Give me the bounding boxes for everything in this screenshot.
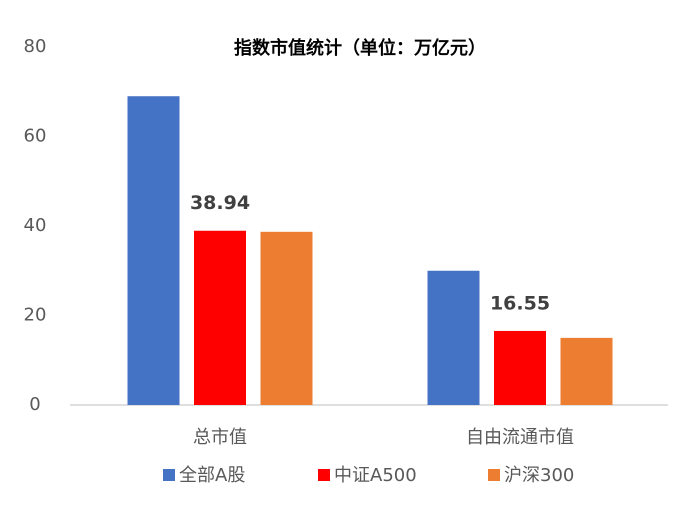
bar	[194, 230, 246, 405]
legend-swatch	[488, 469, 500, 481]
y-tick-label: 0	[29, 394, 40, 415]
x-tick-label: 自由流通市值	[466, 427, 574, 448]
legend-swatch	[318, 469, 330, 481]
bar	[494, 330, 546, 405]
data-label: 38.94	[190, 192, 250, 214]
data-label: 16.55	[490, 292, 550, 314]
y-tick-label: 20	[24, 305, 47, 326]
bar	[560, 337, 613, 405]
y-tick-label: 60	[24, 126, 47, 147]
y-tick-label: 40	[24, 215, 47, 236]
legend-label: 中证A500	[334, 465, 417, 486]
legend-label: 全部A股	[179, 465, 245, 486]
x-tick-label: 总市值	[193, 427, 247, 448]
legend-label: 沪深300	[504, 465, 574, 486]
chart-title: 指数市值统计（单位：万亿元）	[234, 37, 486, 59]
bar	[127, 96, 180, 405]
bar	[260, 231, 313, 405]
bar	[427, 270, 480, 405]
y-tick-label: 80	[24, 36, 47, 57]
legend-swatch	[163, 469, 175, 481]
